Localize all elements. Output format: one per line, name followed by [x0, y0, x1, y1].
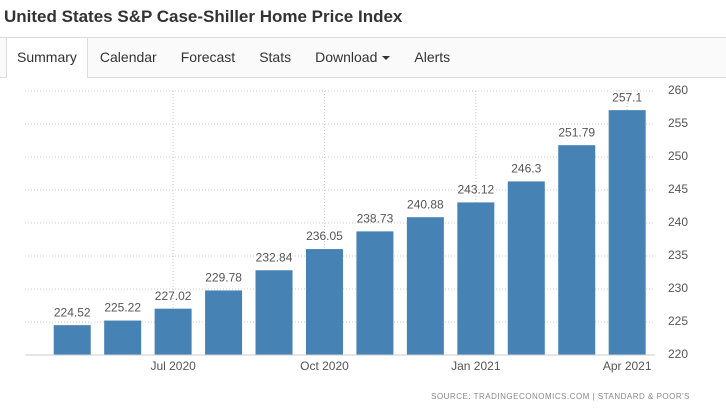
- tab[interactable]: Forecast: [180, 49, 236, 65]
- y-tick-label: 235: [668, 248, 688, 262]
- bar: [608, 110, 646, 355]
- tab[interactable]: Calendar: [99, 49, 157, 65]
- bar: [558, 145, 596, 355]
- tab[interactable]: Stats: [259, 49, 292, 65]
- y-tick-label: 260: [668, 83, 688, 97]
- bar: [154, 308, 192, 355]
- tab[interactable]: Summary: [6, 38, 88, 78]
- value-label: 227.02: [155, 289, 192, 303]
- caret-icon: [382, 56, 391, 61]
- bar: [104, 320, 142, 355]
- value-label: 236.05: [306, 229, 343, 243]
- bar: [305, 249, 343, 355]
- bar: [457, 202, 495, 355]
- bar: [356, 231, 394, 355]
- value-label: 238.73: [357, 212, 394, 226]
- y-tick-label: 250: [668, 149, 688, 163]
- value-label: 232.84: [256, 250, 293, 264]
- value-label: 229.78: [205, 271, 242, 285]
- x-tick-label: Jul 2020: [150, 359, 196, 373]
- value-label: 243.12: [457, 183, 494, 197]
- source-note: SOURCE: TRADINGECONOMICS.COM | STANDARD …: [431, 392, 690, 401]
- tab[interactable]: Download: [303, 38, 402, 77]
- bar: [255, 270, 293, 355]
- tab-bar: Summary Calendar Forecast Stats Download…: [0, 37, 726, 78]
- value-label: 224.52: [54, 305, 91, 319]
- x-tick-label: Oct 2020: [300, 359, 349, 373]
- value-label: 225.22: [104, 301, 141, 315]
- bar: [406, 217, 444, 355]
- bar: [53, 325, 91, 355]
- value-label: 257.1: [612, 90, 642, 104]
- x-tick-label: Apr 2021: [603, 359, 652, 373]
- value-label: 240.88: [407, 197, 444, 211]
- y-tick-label: 225: [668, 314, 688, 328]
- y-tick-label: 245: [668, 182, 688, 196]
- value-label: 251.79: [558, 125, 595, 139]
- value-label: 246.3: [511, 162, 541, 176]
- y-tick-label: 240: [668, 215, 688, 229]
- y-tick-label: 230: [668, 281, 688, 295]
- tab-label[interactable]: Download: [315, 49, 378, 65]
- y-tick-label: 220: [668, 347, 688, 361]
- tab[interactable]: Alerts: [414, 49, 451, 65]
- page-title: United States S&P Case-Shiller Home Pric…: [4, 7, 403, 26]
- y-tick-label: 255: [668, 116, 688, 130]
- bar: [205, 290, 243, 355]
- bar: [507, 181, 545, 355]
- x-tick-label: Jan 2021: [451, 359, 501, 373]
